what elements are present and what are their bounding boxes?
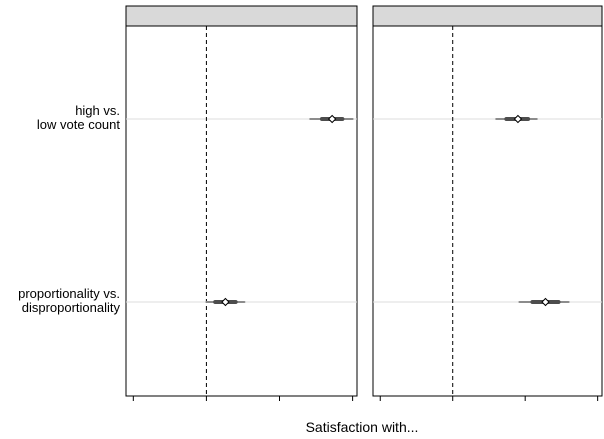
panel-1 (125, 5, 358, 401)
panels (125, 5, 603, 401)
estimate-2 (518, 297, 570, 307)
plot-area (372, 25, 603, 397)
point-estimate (513, 114, 523, 124)
point-estimate (541, 297, 550, 307)
estimate-2 (205, 297, 246, 307)
panel-2 (372, 5, 603, 401)
x-axis-title: Satisfaction with... (306, 419, 419, 435)
point-estimate (327, 114, 337, 124)
estimate-1 (309, 114, 354, 124)
y-category-label: high vs. low vote count (37, 103, 120, 132)
plot-area (125, 25, 358, 397)
y-axis-labels: high vs. low vote count proportionality vs… (18, 103, 120, 315)
panel-header (372, 5, 603, 27)
estimate-1 (495, 114, 538, 124)
panel-header (125, 5, 358, 27)
y-category-label: proportionality vs. disproportionality (18, 286, 120, 315)
point-estimate (221, 297, 230, 307)
